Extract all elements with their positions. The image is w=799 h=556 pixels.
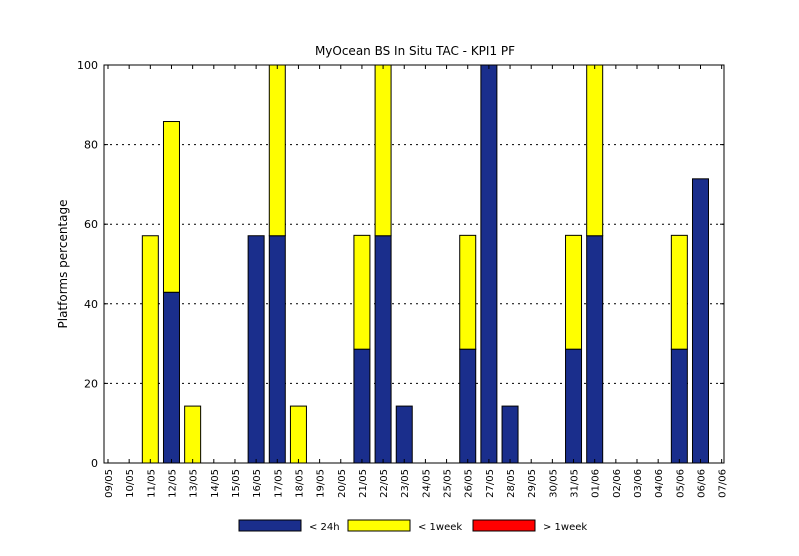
bar-segment [374,64,392,237]
legend-swatch [238,519,302,532]
grid [104,144,724,384]
y-tick-label: 0 [91,457,98,470]
y-tick-label: 40 [84,298,98,311]
x-tick-label: 04/06 [654,469,665,498]
bar-segment [459,234,477,350]
bar-segment [374,235,392,464]
y-tick-label: 60 [84,218,98,231]
bar-segment [289,405,307,464]
x-tick-label: 20/05 [337,469,348,498]
legend-label: < 24h [309,522,340,533]
bar-segment [141,235,159,464]
x-tick-label: 27/05 [485,469,496,498]
bar-segment [565,234,583,350]
bar-segment [247,235,265,464]
bar-segment [459,348,477,464]
bar-segment [480,64,498,464]
x-tick-label: 16/05 [252,469,263,498]
bar-segment [670,348,688,464]
x-ticks: 09/05 10/05 11/05 12/05 13/05 14/05 15/05 16/05… [104,65,729,498]
x-tick-label: 07/06 [718,469,729,498]
plot-frame [103,64,725,464]
x-tick-label: 14/05 [210,469,221,498]
bar-segment [162,121,180,293]
bar-segment [268,235,286,464]
x-tick-label: 17/05 [273,469,284,498]
y-ticks: 0 20 40 60 80 100 [77,59,724,470]
bar-segment [691,178,709,464]
y-tick-label: 80 [84,139,98,152]
x-tick-label: 26/05 [464,469,475,498]
bar-segment [184,405,202,464]
bar-segment [565,348,583,464]
x-tick-label: 28/05 [506,469,517,498]
x-tick-label: 18/05 [294,469,305,498]
bar-segment [353,234,371,350]
x-tick-label: 23/05 [400,469,411,498]
x-tick-label: 25/05 [443,469,454,498]
x-tick-label: 02/06 [612,469,623,498]
x-tick-label: 05/06 [675,469,686,498]
bar-segment [353,348,371,464]
bar-segment [268,64,286,237]
x-tick-label: 12/05 [167,469,178,498]
y-tick-label: 100 [77,59,98,72]
x-tick-label: 21/05 [358,469,369,498]
legend-swatch [347,519,411,532]
y-axis-label: Platforms percentage [56,200,70,329]
x-tick-label: 13/05 [189,469,200,498]
bar-segment [162,291,180,464]
x-tick-label: 29/05 [527,469,538,498]
y-tick-label: 20 [84,377,98,390]
x-tick-label: 30/05 [548,469,559,498]
x-tick-label: 01/06 [591,469,602,498]
legend-label: > 1week [543,522,587,533]
x-tick-label: 24/05 [421,469,432,498]
bar-segment [586,235,604,464]
bars [141,64,709,464]
bar-segment [501,405,519,464]
x-tick-label: 10/05 [125,469,136,498]
chart-title: MyOcean BS In Situ TAC - KPI1 PF [315,44,515,58]
x-tick-label: 19/05 [316,469,327,498]
bar-segment [586,64,604,237]
x-tick-label: 31/05 [570,469,581,498]
x-tick-label: 11/05 [146,469,157,498]
bar-segment [395,405,413,464]
legend: < 24h < 1week > 1week [238,519,587,533]
bar-segment [670,234,688,350]
x-tick-label: 06/06 [696,469,707,498]
legend-swatch [472,519,536,532]
x-tick-label: 09/05 [104,469,115,498]
x-tick-label: 22/05 [379,469,390,498]
legend-label: < 1week [418,522,462,533]
x-tick-label: 03/06 [633,469,644,498]
x-tick-label: 15/05 [231,469,242,498]
